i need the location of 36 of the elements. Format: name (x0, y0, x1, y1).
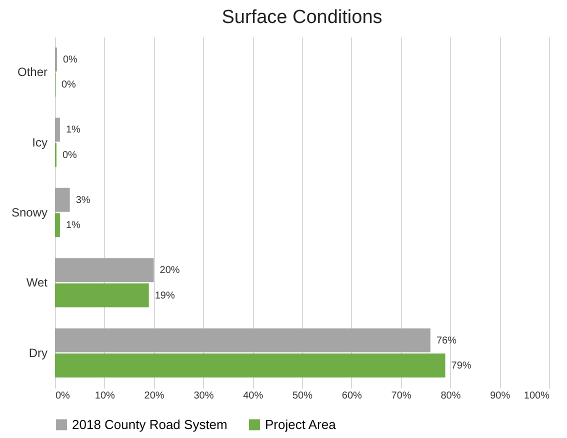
x-tick-label: 30% (194, 390, 214, 402)
y-tick-label: Icy (32, 135, 48, 150)
bar (55, 118, 60, 142)
x-tick-label: 80% (440, 390, 461, 402)
bar (55, 188, 70, 212)
x-tick-label: 20% (144, 390, 164, 402)
data-label: 1% (66, 220, 80, 232)
data-label: 0% (62, 54, 78, 66)
bar (55, 258, 154, 282)
data-label: 76% (436, 335, 457, 346)
x-tick-label: 100% (524, 390, 550, 402)
data-label: 79% (451, 360, 472, 372)
legend-label: 2018 County Road System (72, 416, 228, 432)
x-tick-label: 40% (243, 390, 264, 402)
data-label: 1% (66, 124, 80, 136)
x-tick-label: 90% (490, 390, 510, 402)
x-tick-label: 60% (342, 390, 362, 402)
y-tick-label: Wet (26, 276, 48, 290)
legend-label: Project Area (265, 416, 337, 432)
bar (55, 283, 149, 308)
data-label: 0% (62, 150, 78, 161)
data-label: 0% (61, 80, 76, 91)
bar (55, 354, 446, 378)
x-tick-label: 50% (292, 390, 313, 402)
bar (55, 213, 60, 238)
y-tick-label: Snowy (11, 206, 48, 220)
bar (55, 328, 430, 352)
y-tick-label: Dry (28, 346, 48, 360)
data-label: 19% (154, 290, 175, 302)
chart-title: Surface Conditions (222, 7, 382, 28)
x-tick-label: 0% (56, 390, 70, 402)
data-label: 3% (76, 194, 90, 206)
data-label: 20% (160, 265, 180, 276)
x-tick-label: 70% (391, 390, 412, 402)
y-tick-label: Other (17, 65, 48, 80)
x-tick-label: 10% (94, 390, 116, 402)
